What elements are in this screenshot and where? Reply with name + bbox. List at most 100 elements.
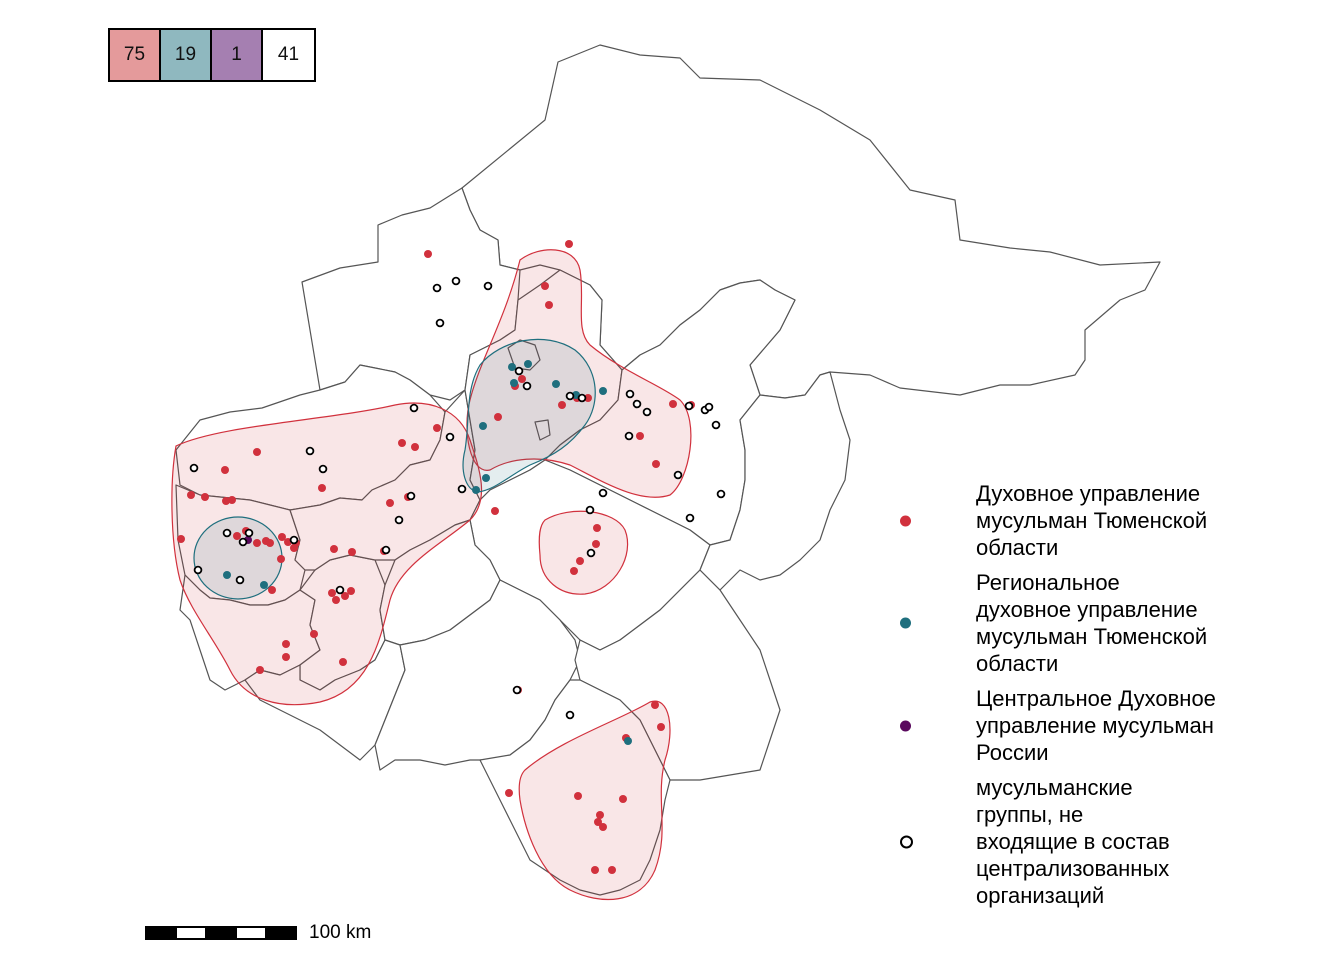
scale-segment bbox=[235, 926, 267, 940]
point-independent bbox=[577, 393, 587, 403]
point-dumto bbox=[339, 658, 347, 666]
point-dumto bbox=[290, 544, 298, 552]
count-rdumto: 19 bbox=[161, 30, 212, 80]
point-dumto bbox=[277, 555, 285, 563]
lake-outline-2 bbox=[534, 419, 551, 441]
legend-circle-open-icon bbox=[900, 835, 913, 848]
point-independent bbox=[435, 318, 445, 328]
point-independent bbox=[512, 685, 522, 695]
scale-segment bbox=[145, 926, 177, 940]
legend-item-rdumto: Региональное духовное управление мусульм… bbox=[890, 569, 1290, 677]
count-boxes: 75 19 1 41 bbox=[108, 28, 316, 82]
point-independent bbox=[193, 565, 203, 575]
point-dumto bbox=[669, 400, 677, 408]
point-dumto bbox=[545, 301, 553, 309]
legend: Духовное управление мусульман Тюменской … bbox=[890, 480, 1290, 917]
point-dumto bbox=[599, 823, 607, 831]
point-dumto bbox=[221, 466, 229, 474]
point-rdumto bbox=[482, 474, 490, 482]
point-dumto bbox=[491, 507, 499, 515]
point-dumto bbox=[541, 282, 549, 290]
legend-dot-red-icon bbox=[900, 515, 911, 526]
point-rdumto bbox=[472, 486, 480, 494]
point-dumto bbox=[268, 586, 276, 594]
point-dumto bbox=[570, 567, 578, 575]
point-independent bbox=[238, 537, 248, 547]
point-dumto bbox=[222, 497, 230, 505]
point-dumto bbox=[256, 666, 264, 674]
point-rdumto bbox=[510, 379, 518, 387]
point-independent bbox=[685, 513, 695, 523]
point-independent bbox=[318, 464, 328, 474]
point-independent bbox=[711, 420, 721, 430]
point-dumto bbox=[233, 532, 241, 540]
point-dumto bbox=[253, 539, 261, 547]
point-independent bbox=[642, 407, 652, 417]
points-independent bbox=[189, 276, 726, 720]
count-independent: 41 bbox=[263, 30, 314, 80]
point-rdumto bbox=[260, 581, 268, 589]
legend-label: Духовное управление мусульман Тюменской … bbox=[976, 481, 1208, 560]
point-independent bbox=[305, 446, 315, 456]
point-independent bbox=[409, 403, 419, 413]
point-independent bbox=[335, 585, 345, 595]
point-dumto bbox=[330, 545, 338, 553]
point-dumto bbox=[253, 448, 261, 456]
point-independent bbox=[585, 505, 595, 515]
point-dumto bbox=[576, 557, 584, 565]
legend-dot-teal-icon bbox=[900, 617, 911, 629]
point-dumto bbox=[636, 432, 644, 440]
hull-dumto-east-mid bbox=[538, 510, 629, 595]
point-rdumto bbox=[624, 737, 632, 745]
hull-dumto-south bbox=[518, 700, 671, 901]
point-independent bbox=[565, 391, 575, 401]
point-dumto bbox=[592, 540, 600, 548]
point-independent bbox=[289, 535, 299, 545]
point-dumto bbox=[348, 548, 356, 556]
point-dumto bbox=[505, 789, 513, 797]
point-independent bbox=[673, 470, 683, 480]
point-rdumto bbox=[508, 363, 516, 371]
point-independent bbox=[483, 281, 493, 291]
point-dumto bbox=[341, 592, 349, 600]
point-independent bbox=[189, 463, 199, 473]
point-independent bbox=[222, 528, 232, 538]
scale-label: 100 km bbox=[309, 922, 372, 943]
point-independent bbox=[684, 401, 694, 411]
point-independent bbox=[598, 488, 608, 498]
point-dumto bbox=[596, 811, 604, 819]
point-independent bbox=[716, 489, 726, 499]
point-dumto bbox=[651, 701, 659, 709]
point-dumto bbox=[282, 653, 290, 661]
point-dumto bbox=[584, 394, 592, 402]
point-independent bbox=[381, 545, 391, 555]
scale-segment bbox=[265, 926, 297, 940]
point-dumto bbox=[652, 460, 660, 468]
point-dumto bbox=[266, 539, 274, 547]
point-dumto bbox=[228, 496, 236, 504]
legend-label: Центральное Духовное управление мусульма… bbox=[976, 686, 1216, 765]
point-independent bbox=[432, 283, 442, 293]
point-dumto bbox=[619, 795, 627, 803]
point-dumto bbox=[398, 439, 406, 447]
point-rdumto bbox=[223, 571, 231, 579]
point-dumto bbox=[591, 866, 599, 874]
point-dumto bbox=[433, 424, 441, 432]
point-independent bbox=[514, 366, 524, 376]
point-dumto bbox=[187, 491, 195, 499]
legend-item-independent: мусульманские группы, не входящие в сост… bbox=[890, 774, 1290, 909]
points-rdumto bbox=[223, 360, 632, 745]
point-dumto bbox=[278, 533, 286, 541]
point-independent bbox=[445, 432, 455, 442]
point-independent bbox=[451, 276, 461, 286]
point-dumto bbox=[328, 589, 336, 597]
point-independent bbox=[704, 402, 714, 412]
point-dumto bbox=[201, 493, 209, 501]
legend-item-cdum: Центральное Духовное управление мусульма… bbox=[890, 685, 1290, 766]
point-dumto bbox=[574, 792, 582, 800]
hull-rdumto-tyumen bbox=[462, 338, 596, 493]
point-independent bbox=[565, 710, 575, 720]
point-dumto bbox=[565, 240, 573, 248]
cluster-hulls bbox=[171, 249, 692, 901]
